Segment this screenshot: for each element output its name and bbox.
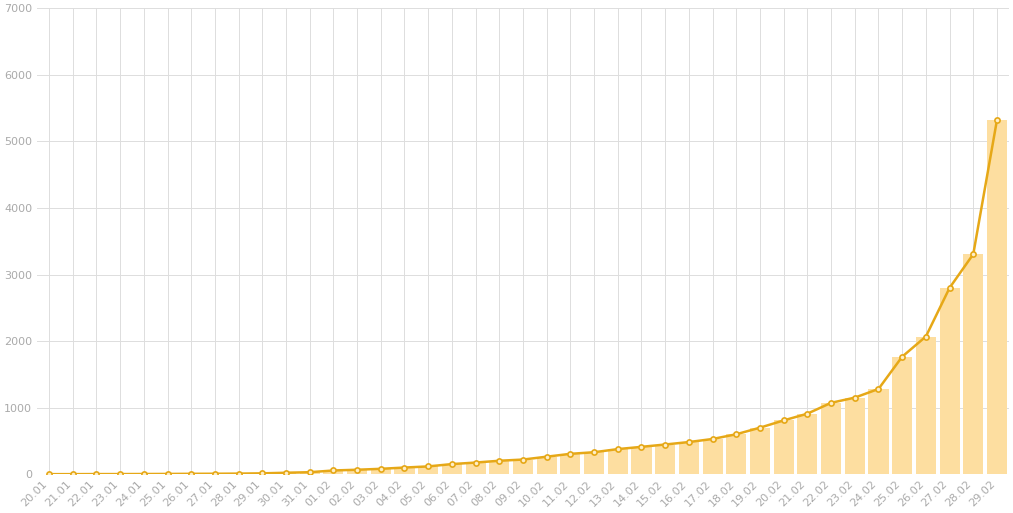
Point [136, 470, 152, 478]
Bar [205, 473, 225, 475]
Point [396, 463, 412, 471]
Point [870, 385, 886, 393]
Point [989, 116, 1005, 124]
Bar [987, 120, 1007, 475]
Bar [394, 467, 414, 475]
Point [776, 417, 792, 425]
Point [704, 435, 720, 443]
Point [847, 393, 863, 402]
Point [467, 459, 483, 467]
Bar [276, 473, 296, 475]
Bar [371, 469, 391, 475]
Bar [726, 435, 747, 475]
Point [823, 399, 839, 407]
Point [231, 469, 247, 478]
Point [918, 332, 934, 341]
Point [633, 443, 649, 451]
Bar [916, 337, 936, 475]
Bar [418, 466, 439, 475]
Point [373, 465, 389, 473]
Point [325, 466, 341, 475]
Point [562, 450, 578, 458]
Point [41, 470, 57, 478]
Bar [750, 428, 770, 475]
Point [254, 469, 270, 478]
Point [610, 445, 626, 453]
Point [183, 470, 200, 478]
Point [420, 462, 437, 470]
Bar [513, 460, 533, 475]
Bar [845, 398, 865, 475]
Bar [442, 464, 462, 475]
Bar [868, 389, 888, 475]
Point [894, 352, 911, 361]
Bar [466, 463, 485, 475]
Bar [347, 470, 367, 475]
Bar [821, 403, 841, 475]
Bar [797, 413, 817, 475]
Bar [939, 288, 959, 475]
Bar [963, 254, 984, 475]
Point [941, 284, 957, 292]
Point [515, 456, 531, 464]
Point [586, 448, 602, 457]
Bar [585, 452, 604, 475]
Point [88, 470, 104, 478]
Bar [679, 442, 699, 475]
Bar [489, 461, 510, 475]
Point [349, 466, 366, 474]
Bar [252, 473, 272, 475]
Point [965, 250, 982, 258]
Point [444, 460, 460, 468]
Bar [560, 454, 580, 475]
Bar [229, 473, 248, 475]
Bar [892, 357, 913, 475]
Point [112, 470, 129, 478]
Point [681, 438, 697, 446]
Point [278, 469, 294, 477]
Bar [323, 470, 343, 475]
Point [207, 469, 223, 478]
Point [728, 430, 745, 439]
Bar [537, 457, 557, 475]
Bar [703, 439, 722, 475]
Point [799, 409, 815, 418]
Point [657, 440, 674, 448]
Point [159, 470, 175, 478]
Point [752, 424, 768, 432]
Point [65, 470, 81, 478]
Bar [608, 449, 628, 475]
Bar [655, 444, 676, 475]
Bar [300, 472, 320, 475]
Point [539, 452, 555, 461]
Point [302, 468, 318, 476]
Bar [631, 447, 651, 475]
Point [491, 457, 508, 465]
Bar [774, 421, 794, 475]
